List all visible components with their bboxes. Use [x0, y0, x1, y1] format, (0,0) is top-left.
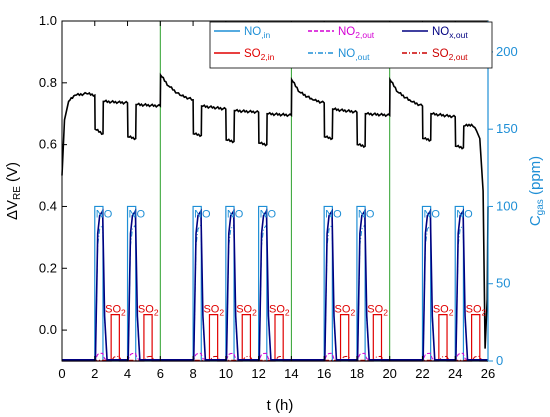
axes-layer: 0 2 4 6 8 10 12 14 16 18 20 22 24 260.00.20.40.60.81.…: [4, 13, 546, 381]
so2-pulse-label: SO2: [269, 304, 290, 318]
no-out-trace: [62, 223, 488, 361]
legend-box: [209, 21, 493, 69]
no-pulse-label: NO: [194, 208, 211, 220]
x-tick-label: 2: [91, 366, 98, 381]
x-tick-label: 16: [317, 366, 331, 381]
y-right-tick-label: 100: [496, 198, 518, 213]
legend-label-no_out: NO,out: [338, 48, 370, 62]
x-tick-label: 22: [415, 366, 429, 381]
plot-layer: NO NO SO2 SO2 NO NO NO SO2 SO2 SO2 NO NO SO2 SO2 NO NO S…: [61, 21, 489, 362]
so2-pulse-label: SO2: [466, 304, 487, 318]
x-tick-label: 18: [350, 366, 364, 381]
no-pulse-label: NO: [227, 208, 244, 220]
y-left-axis-label: ΔVRE (V): [4, 162, 23, 220]
x-tick-label: 10: [219, 366, 233, 381]
so2-pulse-label: SO2: [236, 304, 257, 318]
sensor-voltage-trace: [61, 72, 489, 349]
x-tick-label: 8: [189, 366, 196, 381]
y-left-tick-label: 0.6: [39, 137, 57, 152]
no-pulse-label: NO: [325, 208, 342, 220]
legend-label-nox_out: NOx,out: [432, 26, 468, 40]
y-right-tick-label: 150: [496, 121, 518, 136]
no-pulse-label: NO: [456, 208, 473, 220]
legend-label-no_in: NO,in: [244, 26, 271, 40]
y-left-tick-label: 0.4: [39, 198, 57, 213]
y-left-tick-label: 0.0: [39, 322, 57, 337]
no2-out-trace: [62, 352, 488, 360]
no-pulse-label: NO: [129, 208, 146, 220]
so2-out-trace: [62, 355, 488, 361]
no-pulse-label: NO: [260, 208, 277, 220]
so2-pulse-label: SO2: [335, 304, 356, 318]
y-right-tick-label: 200: [496, 44, 518, 59]
x-tick-label: 12: [251, 366, 265, 381]
no-in-trace: [62, 205, 488, 362]
so2-pulse-label: SO2: [138, 304, 159, 318]
x-tick-label: 4: [124, 366, 131, 381]
x-axis-label: t (h): [267, 397, 294, 414]
legend-label-so2_in: SO2,in: [244, 48, 275, 62]
legend: NO,in NO2,out NOx,out SO2,in NO,out SO2,out: [209, 21, 493, 69]
no-pulse-label: NO: [423, 208, 440, 220]
y-left-tick-label: 0.8: [39, 75, 57, 90]
no-pulse-label: NO: [96, 208, 113, 220]
legend-label-so2_out: SO2,out: [432, 48, 468, 62]
so2-pulse-label: SO2: [203, 304, 224, 318]
y-left-tick-label: 0.2: [39, 260, 57, 275]
y-right-tick-label: 50: [496, 276, 510, 291]
nox-out-trace: [62, 208, 488, 361]
x-tick-label: 14: [284, 366, 298, 381]
so2-pulse-label: SO2: [105, 304, 126, 318]
x-tick-label: 26: [481, 366, 495, 381]
legend-label-no2_out: NO2,out: [338, 26, 375, 40]
so2-pulse-label: SO2: [433, 304, 454, 318]
so2-in-trace: [62, 314, 488, 362]
y-left-tick-label: 1.0: [39, 13, 57, 28]
y-right-axis-label: Cgas (ppm): [527, 156, 546, 226]
x-tick-label: 24: [448, 366, 462, 381]
x-tick-label: 20: [382, 366, 396, 381]
no-pulse-label: NO: [358, 208, 375, 220]
y-right-tick-label: 0: [496, 353, 503, 368]
x-tick-label: 6: [157, 366, 164, 381]
x-tick-label: 0: [58, 366, 65, 381]
so2-pulse-label: SO2: [367, 304, 388, 318]
